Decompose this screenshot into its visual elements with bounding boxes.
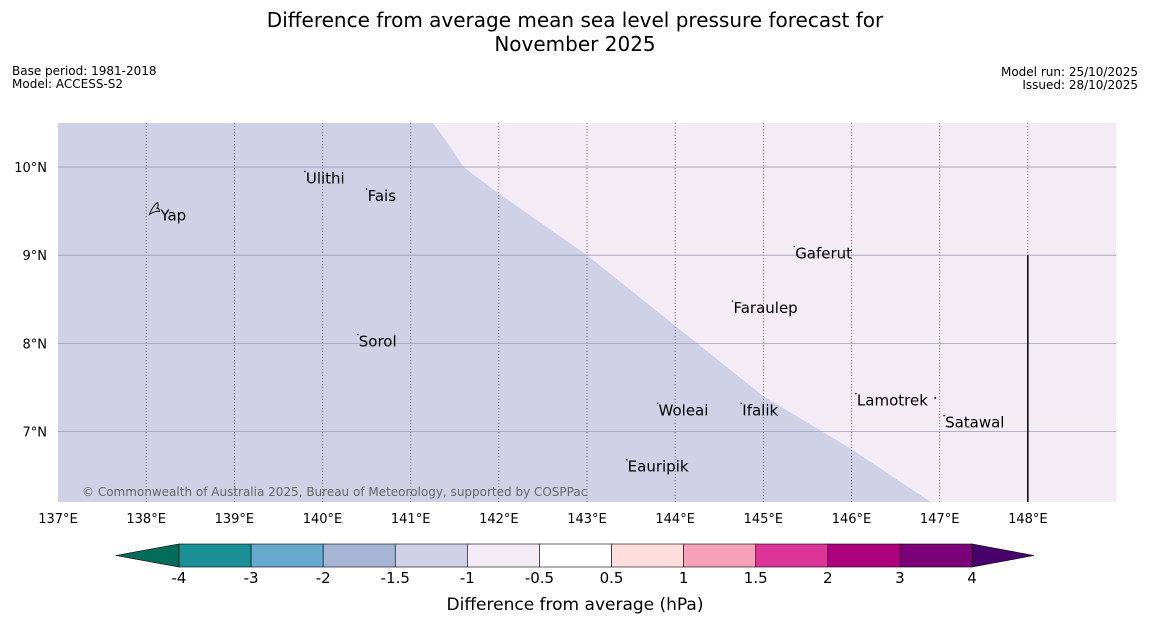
lon-tick-label: 137°E <box>38 512 78 527</box>
colorbar-tick-label: -4 <box>172 569 187 587</box>
lat-tick-label: 7°N <box>23 425 48 440</box>
island-marker <box>625 458 628 461</box>
lon-tick-label: 141°E <box>391 512 431 527</box>
lon-tick-label: 138°E <box>126 512 166 527</box>
colorbar-tick-label: -0.5 <box>525 569 554 587</box>
lon-tick-label: 146°E <box>832 512 872 527</box>
chart-title: Difference from average mean sea level p… <box>0 8 1150 56</box>
lon-tick-label: 140°E <box>303 512 343 527</box>
model-name: Model: ACCESS-S2 <box>12 77 124 91</box>
colorbar-tick-label: 2 <box>823 569 833 587</box>
place-labels: Ulithi Fais Yap Gaferut Faraulep Sorol Lamotre… <box>148 169 1004 476</box>
issued-date: Issued: 28/10/2025 <box>1022 78 1138 92</box>
colorbar-segment <box>683 543 757 568</box>
colorbar-segment <box>322 543 396 568</box>
place-label-gaferut: Gaferut <box>795 244 852 262</box>
colorbar-tick-label: -1.5 <box>381 569 410 587</box>
title-line-2: November 2025 <box>494 32 656 56</box>
colorbar-extend-low <box>115 543 180 568</box>
colorbar-segment <box>467 543 540 568</box>
colorbar-tick-label: 0.5 <box>600 569 624 587</box>
colorbar-extend-high <box>971 543 1035 568</box>
colorbar-segment <box>827 543 901 568</box>
island-marker <box>740 402 743 405</box>
graticule <box>58 123 1116 502</box>
colorbar-tick-label: 1.5 <box>744 569 768 587</box>
lon-tick-label: 147°E <box>920 512 960 527</box>
place-label-faraulep: Faraulep <box>733 299 797 317</box>
lon-tick-label: 143°E <box>567 512 607 527</box>
region-below-average <box>58 123 931 502</box>
colorbar-title: Difference from average (hPa) <box>447 595 704 615</box>
model-run: Model run: 25/10/2025 <box>1000 65 1138 79</box>
meta-left: Base period: 1981-2018 Model: ACCESS-S2 <box>12 65 157 91</box>
place-label-ulithi: Ulithi <box>306 169 345 187</box>
colorbar-segment <box>755 543 829 568</box>
island-marker <box>943 414 945 417</box>
colorbar-segment <box>539 543 612 568</box>
lat-tick-label: 9°N <box>23 249 48 264</box>
place-label-eauripik: Eauripik <box>628 458 689 476</box>
lon-tick-label: 142°E <box>479 512 519 527</box>
axis-ticks: 137°E 138°E 139°E 140°E 141°E 142°E 143°E 144°E… <box>14 161 1047 527</box>
island-marker <box>304 170 306 173</box>
colorbar-segment <box>178 543 252 568</box>
base-period: Base period: 1981-2018 <box>12 64 157 78</box>
colorbar-segment <box>611 543 684 568</box>
colorbar-segment <box>899 543 973 568</box>
lon-tick-label: 145°E <box>744 512 784 527</box>
lat-tick-label: 8°N <box>23 337 48 352</box>
islet-marker <box>934 396 937 399</box>
place-label-fais: Fais <box>368 187 397 205</box>
meta-right: Model run: 25/10/2025 Issued: 28/10/2025 <box>1001 66 1138 92</box>
island-marker <box>793 245 795 248</box>
lon-tick-label: 144°E <box>655 512 695 527</box>
colorbar-tick-label: -1 <box>460 569 475 587</box>
colorbar-tick-label: -2 <box>316 569 331 587</box>
island-marker <box>365 188 368 190</box>
colorbar-segment <box>394 543 468 568</box>
colorbar-tick-label: 3 <box>895 569 905 587</box>
lon-tick-label: 139°E <box>215 512 255 527</box>
place-label-woleai: Woleai <box>659 401 709 419</box>
colorbar-tick-label: -3 <box>244 569 259 587</box>
colorbar-tick-label: 4 <box>967 569 977 587</box>
yap-island-outline <box>148 201 160 216</box>
colorbar-segment <box>250 543 324 568</box>
place-label-yap: Yap <box>159 206 186 224</box>
island-marker <box>356 333 359 336</box>
place-label-ifalik: Ifalik <box>742 401 778 419</box>
place-label-sorol: Sorol <box>359 333 397 351</box>
lat-tick-label: 10°N <box>14 161 47 176</box>
island-marker <box>855 392 857 395</box>
colorbar-tick-label: 1 <box>679 569 689 587</box>
island-marker <box>731 300 734 302</box>
place-label-satawal: Satawal <box>945 414 1004 432</box>
copyright-note: © Commonwealth of Australia 2025, Bureau… <box>82 485 587 499</box>
place-label-lamotrek: Lamotrek <box>857 392 928 410</box>
lon-tick-label: 148°E <box>1008 512 1048 527</box>
island-marker <box>656 402 659 405</box>
title-line-1: Difference from average mean sea level p… <box>266 8 884 32</box>
colorbar: -4 -3 -2 -1.5 -1 -0.5 0.5 1 1.5 2 3 4 <box>115 543 1035 587</box>
